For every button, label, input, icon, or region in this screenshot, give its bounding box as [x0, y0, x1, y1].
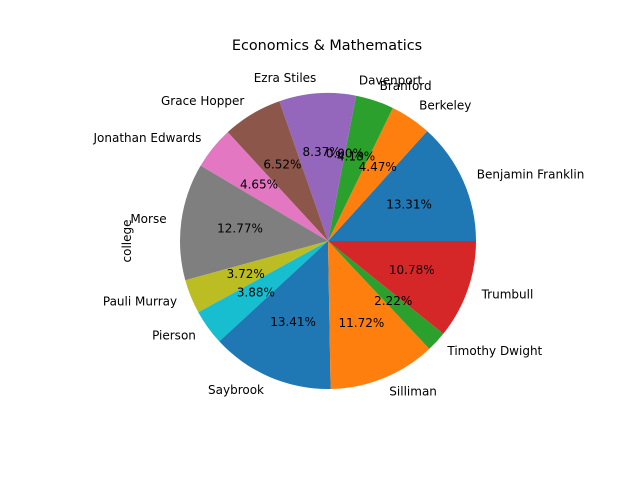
- slice-label-silliman: Silliman: [389, 384, 437, 398]
- pct-label-trumbull: 10.78%: [389, 263, 435, 277]
- pie-slice-berkeley: [328, 107, 428, 241]
- pie-slice-pauli-murray: [185, 241, 328, 313]
- slice-label-morse: Morse: [130, 212, 166, 226]
- pie-slice-ezra-stiles: [279, 92, 357, 241]
- slice-label-pierson: Pierson: [152, 329, 196, 343]
- slice-label-benjamin-franklin: Benjamin Franklin: [477, 167, 585, 181]
- pct-label-morse: 12.77%: [217, 222, 263, 236]
- slice-label-pauli-murray: Pauli Murray: [103, 295, 177, 309]
- pie-slice-pierson: [198, 241, 328, 342]
- pct-label-timothy-dwight: 2.22%: [374, 294, 412, 308]
- slice-label-jonathan-edwards: Jonathan Edwards: [93, 131, 202, 145]
- pct-label-ezra-stiles: 8.37%: [303, 145, 341, 159]
- pct-label-benjamin-franklin: 13.31%: [386, 197, 432, 211]
- pie-slice-saybrook: [219, 241, 331, 390]
- pct-label-berkeley: 4.47%: [359, 160, 397, 174]
- slice-label-berkeley: Berkeley: [419, 99, 471, 113]
- pct-label-branford: 4.18%: [337, 149, 375, 163]
- pct-label-silliman: 11.72%: [339, 316, 385, 330]
- chart-title: Economics & Mathematics: [232, 38, 422, 54]
- pie-slice-branford: [328, 95, 393, 241]
- pct-label-grace-hopper: 6.52%: [263, 157, 301, 171]
- slice-labels: Benjamin Franklin Berkeley BranfordDavenpo…: [93, 71, 585, 398]
- pct-label-pierson: 3.88%: [237, 285, 275, 299]
- pie-slice-jonathan-edwards: [200, 132, 328, 241]
- slice-label-branford: Branford: [380, 79, 432, 93]
- pie-slice-benjamin-franklin: [328, 131, 476, 241]
- slice-label-grace-hopper: Grace Hopper: [161, 94, 244, 108]
- pct-label-saybrook: 13.41%: [270, 315, 316, 329]
- y-axis-label: college: [120, 220, 134, 263]
- slice-label-saybrook: Saybrook: [208, 383, 264, 397]
- percentage-labels: 13.31% 4.47%4.18%0.00%8.37%6.52% 4.65% 12.7…: [217, 145, 435, 330]
- pie-slice-morse: [179, 165, 328, 281]
- pie-slice-timothy-dwight: [328, 241, 444, 349]
- pie-slice-grace-hopper: [227, 101, 328, 241]
- pie-slice-trumbull: [328, 241, 476, 334]
- pie-slices: [179, 92, 476, 390]
- pie-slice-silliman: [328, 241, 430, 389]
- pct-label-pauli-murray: 3.72%: [227, 267, 265, 281]
- slice-label-trumbull: Trumbull: [481, 288, 534, 302]
- slice-label-davenport: Davenport: [359, 74, 423, 88]
- slice-label-timothy-dwight: Timothy Dwight: [446, 344, 542, 358]
- slice-label-ezra-stiles: Ezra Stiles: [254, 71, 317, 85]
- pct-label-davenport: 0.00%: [326, 146, 364, 160]
- pct-label-jonathan-edwards: 4.65%: [240, 178, 278, 192]
